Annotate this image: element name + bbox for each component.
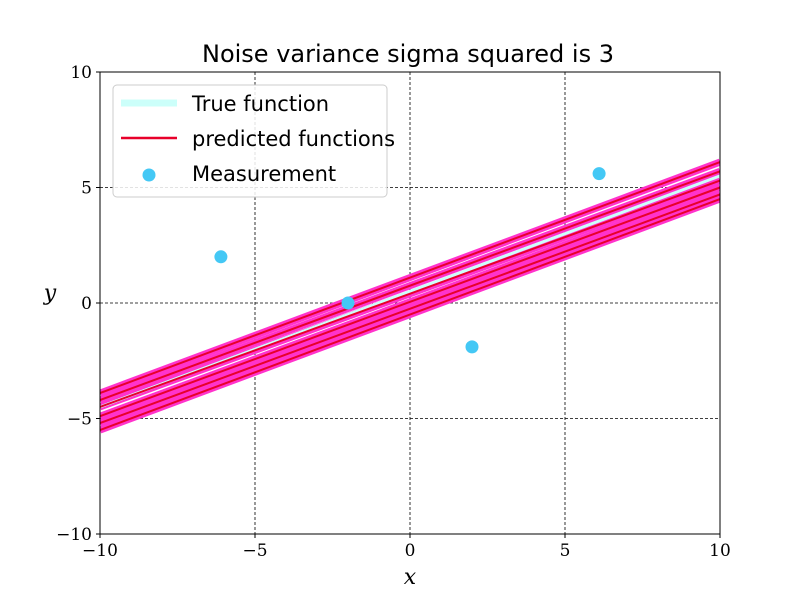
x-tick-label: 5 — [560, 541, 571, 561]
predicted-function-line — [100, 186, 720, 418]
predicted-function-line — [100, 198, 720, 431]
x-tick-label: −10 — [82, 541, 118, 561]
x-tick-label: 10 — [709, 541, 731, 561]
plot-area — [99, 71, 721, 535]
legend: True function predicted functions Measur… — [112, 84, 395, 198]
chart-title: Noise variance sigma squared is 3 — [202, 40, 614, 68]
y-tick-label: −5 — [67, 410, 92, 430]
legend-true-function-label: True function — [191, 92, 329, 116]
predicted-function-line — [100, 193, 720, 425]
measurement-point — [592, 167, 606, 181]
legend-measurement-swatch — [142, 168, 156, 182]
y-tick-label: 5 — [81, 179, 92, 199]
x-tick-label: −5 — [242, 541, 267, 561]
predicted-function-line — [100, 179, 720, 408]
y-tick-label: 10 — [70, 63, 92, 83]
measurement-point — [341, 296, 355, 310]
predicted-function-line — [100, 170, 720, 401]
legend-box — [112, 84, 388, 198]
y-axis-label: y — [43, 281, 57, 306]
series-layer — [100, 158, 720, 434]
y-tick-label: −10 — [56, 525, 92, 545]
measurement-point — [214, 250, 228, 264]
x-tick-label: 0 — [405, 541, 416, 561]
ticks: −10 −5 0 5 10 −10 −5 0 5 10 — [56, 63, 731, 561]
x-axis-label: x — [404, 565, 417, 590]
legend-measurement-label: Measurement — [192, 162, 336, 186]
legend-predicted-functions-label: predicted functions — [192, 127, 395, 151]
y-tick-label: 0 — [81, 294, 92, 314]
predicted-function-line — [100, 161, 720, 395]
measurement-point — [465, 340, 479, 354]
